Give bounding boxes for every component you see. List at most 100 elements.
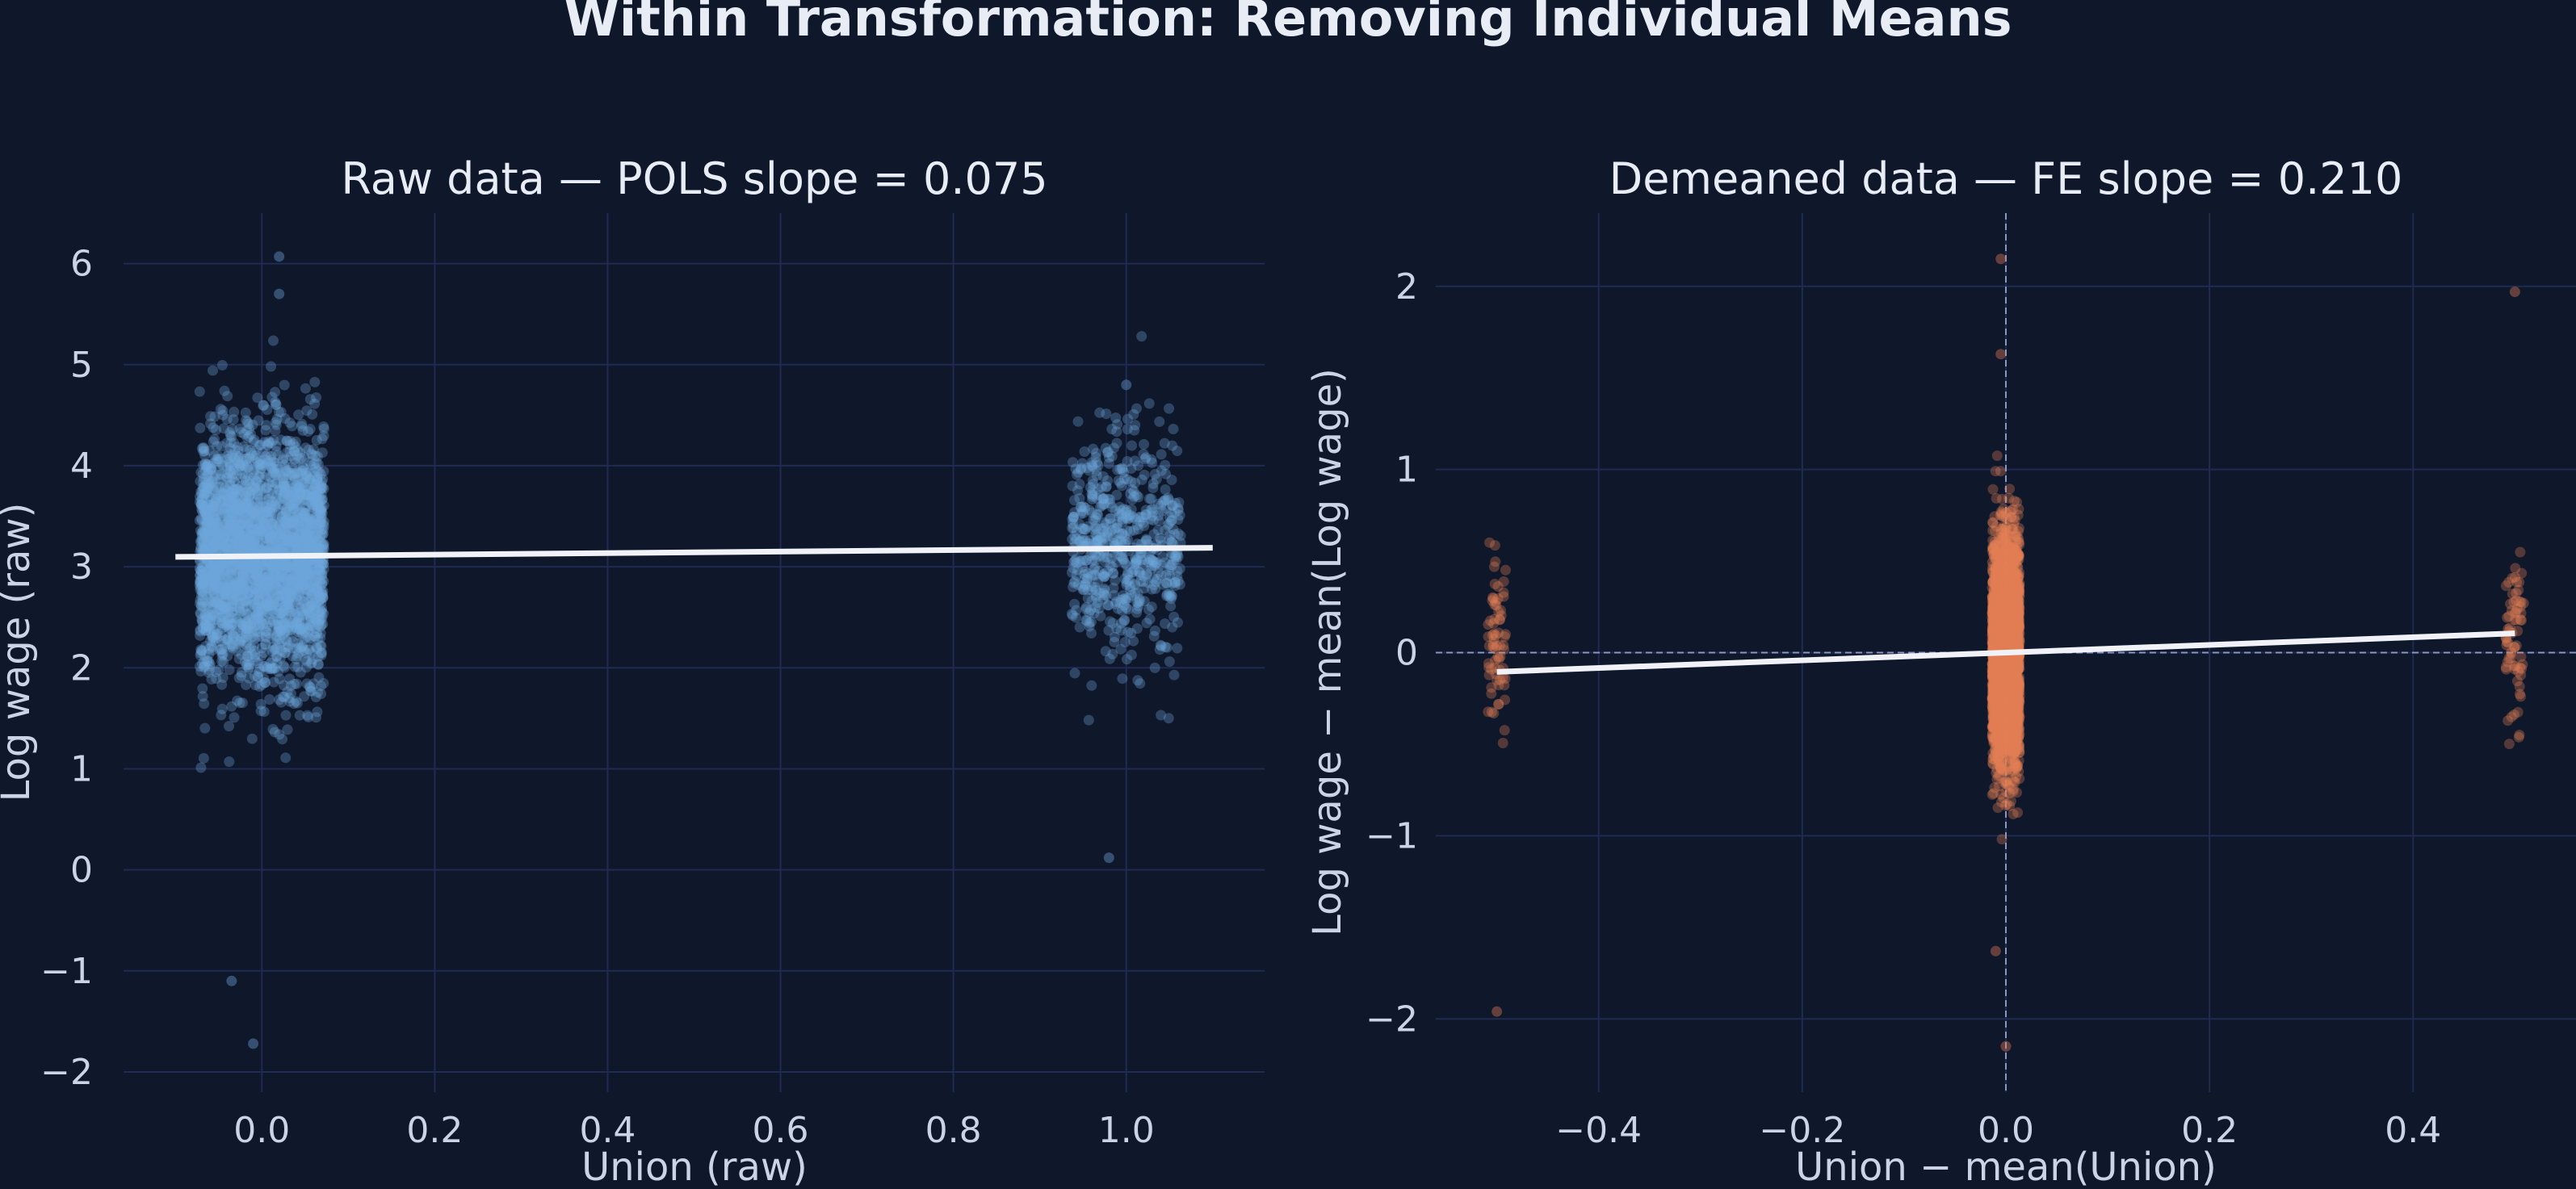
data-point — [277, 508, 288, 519]
data-point — [234, 603, 245, 614]
x-tick-label: 0.4 — [2385, 1110, 2441, 1151]
data-point — [294, 613, 305, 625]
data-point — [251, 609, 262, 620]
data-point — [260, 630, 271, 642]
x-tick-label: 0.6 — [753, 1110, 809, 1151]
data-point — [306, 685, 317, 697]
data-point — [279, 517, 290, 527]
data-point — [196, 499, 208, 510]
data-point — [1139, 583, 1150, 594]
data-point — [1160, 525, 1171, 536]
data-point — [265, 460, 276, 471]
data-point — [233, 537, 244, 548]
data-point — [208, 609, 220, 620]
y-tick-label: 2 — [70, 647, 93, 689]
data-point — [253, 563, 264, 575]
data-point — [1116, 618, 1127, 629]
data-point — [227, 450, 238, 461]
data-point — [221, 485, 233, 496]
data-point — [293, 626, 304, 638]
data-point — [216, 360, 228, 371]
data-point — [228, 499, 239, 510]
data-point — [273, 626, 284, 638]
data-point — [269, 467, 280, 479]
data-point — [254, 542, 265, 554]
data-point — [259, 437, 270, 448]
data-point — [261, 507, 272, 518]
data-point — [203, 607, 214, 618]
data-point — [201, 656, 212, 668]
data-point — [210, 496, 221, 507]
data-point — [240, 618, 251, 630]
data-point — [254, 556, 266, 567]
x-tick-label: 0.8 — [925, 1110, 982, 1151]
data-point — [296, 465, 308, 476]
data-point — [223, 526, 234, 537]
data-point — [208, 436, 219, 447]
data-point — [265, 471, 276, 483]
y-tick-label: 1 — [1395, 450, 1418, 491]
data-point — [309, 376, 321, 387]
data-point — [290, 609, 300, 621]
data-point — [1109, 631, 1120, 643]
data-point — [1086, 571, 1097, 582]
data-point — [313, 596, 324, 607]
data-point — [230, 454, 241, 466]
data-point — [275, 587, 286, 598]
y-tick-label: −2 — [40, 1052, 93, 1093]
data-point — [317, 433, 328, 445]
data-point — [244, 561, 254, 572]
data-point — [267, 563, 279, 574]
data-point — [295, 534, 306, 545]
scatter-points — [194, 251, 1186, 1049]
data-point — [234, 423, 245, 434]
data-point — [266, 580, 277, 591]
data-point — [199, 527, 210, 538]
data-point — [308, 559, 318, 570]
data-point — [262, 559, 273, 570]
data-point — [254, 541, 264, 552]
data-point — [247, 419, 258, 430]
data-point — [1111, 438, 1122, 449]
data-point — [273, 623, 284, 634]
data-point — [219, 602, 230, 613]
data-point — [212, 614, 223, 626]
data-point — [200, 610, 212, 622]
data-point — [275, 576, 286, 587]
data-point — [209, 566, 220, 576]
data-point — [1128, 525, 1139, 536]
data-point — [268, 335, 279, 346]
data-point — [281, 563, 292, 574]
data-point — [263, 601, 274, 612]
data-point — [198, 568, 209, 580]
data-point — [275, 614, 287, 625]
data-point — [1139, 596, 1150, 607]
data-point — [318, 563, 329, 575]
data-point — [233, 527, 244, 538]
data-point — [309, 613, 321, 625]
data-point — [195, 762, 207, 773]
data-point — [269, 644, 280, 655]
data-point — [317, 544, 329, 555]
data-point — [242, 618, 253, 629]
data-point — [255, 705, 266, 717]
data-point — [204, 460, 216, 471]
data-point — [275, 470, 286, 480]
data-point — [222, 496, 233, 508]
x-tick-label: −0.4 — [1555, 1110, 1642, 1151]
data-point — [239, 471, 250, 483]
data-point — [209, 539, 220, 551]
data-point — [304, 585, 315, 597]
data-point — [215, 404, 226, 415]
data-point — [195, 422, 206, 433]
data-point — [216, 559, 227, 571]
data-point — [211, 510, 222, 521]
data-point — [275, 407, 287, 417]
data-point — [1069, 495, 1080, 506]
data-point — [244, 659, 255, 671]
data-point — [292, 484, 304, 494]
data-point — [1156, 710, 1167, 721]
data-point — [295, 581, 306, 592]
data-point — [1072, 469, 1082, 480]
data-point — [317, 524, 329, 535]
